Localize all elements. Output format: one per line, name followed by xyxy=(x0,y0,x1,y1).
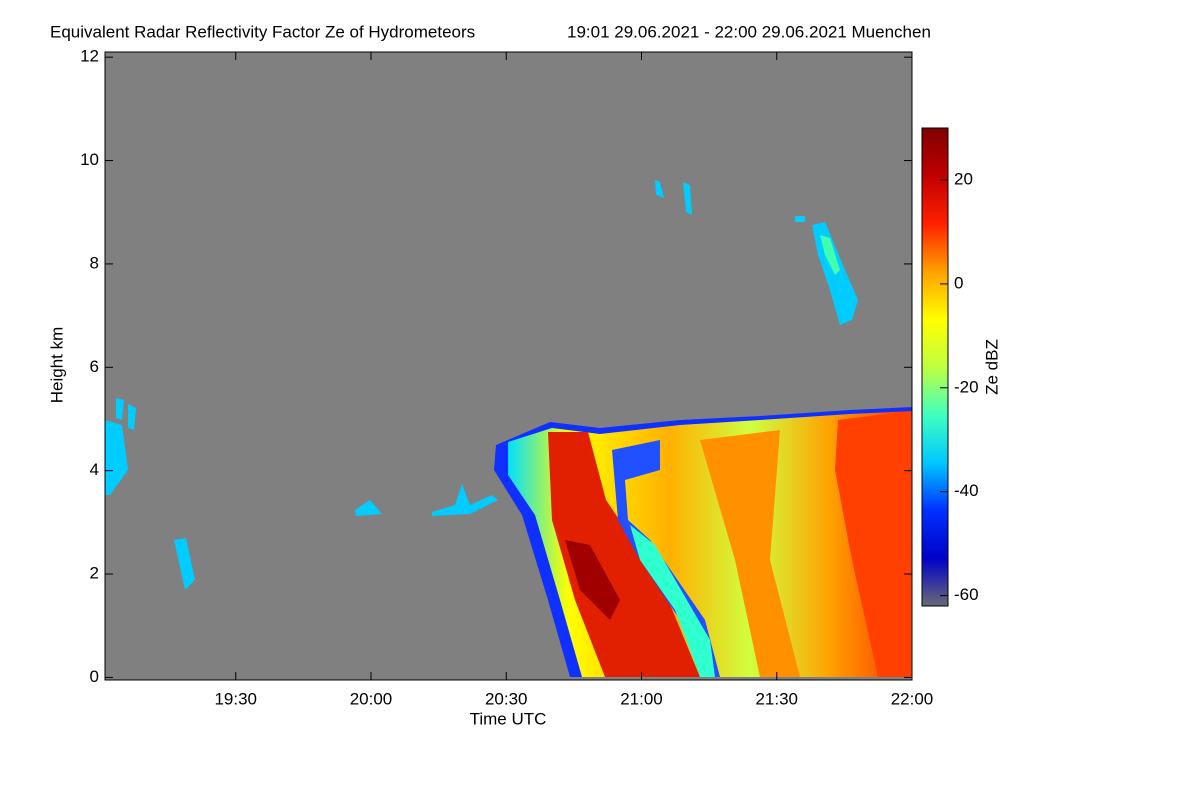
echo xyxy=(116,398,124,420)
chart-subtitle: 19:01 29.06.2021 - 22:00 29.06.2021 Muen… xyxy=(567,22,931,41)
y-tick-label: 2 xyxy=(90,564,99,583)
y-tick-label: 0 xyxy=(90,667,99,686)
x-tick-label: 20:30 xyxy=(485,689,528,708)
echo xyxy=(565,540,620,620)
colorbar-tick-label: 20 xyxy=(954,169,973,188)
y-tick-label: 8 xyxy=(90,253,99,272)
x-tick-label: 21:30 xyxy=(755,689,798,708)
y-axis-label: Height km xyxy=(47,327,66,404)
x-tick-label: 19:30 xyxy=(214,689,257,708)
y-tick-label: 4 xyxy=(90,460,99,479)
colorbar-tick-label: -20 xyxy=(954,377,979,396)
echo xyxy=(835,411,912,677)
plot-frame xyxy=(104,51,913,681)
x-tick-label: 22:00 xyxy=(891,689,934,708)
echo xyxy=(105,420,128,495)
chart-title: Equivalent Radar Reflectivity Factor Ze … xyxy=(50,22,475,41)
echo xyxy=(795,216,805,222)
colorbar-tick-label: 0 xyxy=(954,273,963,292)
echo xyxy=(700,430,800,677)
y-tick-label: 10 xyxy=(80,150,99,169)
echo xyxy=(355,500,382,516)
echo xyxy=(820,235,840,275)
x-tick-label: 21:00 xyxy=(620,689,663,708)
echo xyxy=(128,404,136,430)
radar-echoes xyxy=(105,180,912,677)
echo xyxy=(432,484,498,516)
echo xyxy=(655,180,664,198)
echo xyxy=(683,182,692,215)
colorbar xyxy=(921,127,949,607)
echo xyxy=(548,432,700,677)
y-tick-label: 6 xyxy=(90,357,99,376)
colorbar-tick-label: -40 xyxy=(954,481,979,500)
x-tick-label: 20:00 xyxy=(350,689,393,708)
colorbar-tick-label: -60 xyxy=(954,585,979,604)
echo xyxy=(174,538,195,590)
echo xyxy=(630,525,715,677)
x-axis-label: Time UTC xyxy=(470,709,547,728)
colorbar-label: Ze dBZ xyxy=(982,339,1001,395)
y-tick-label: 12 xyxy=(80,47,99,66)
